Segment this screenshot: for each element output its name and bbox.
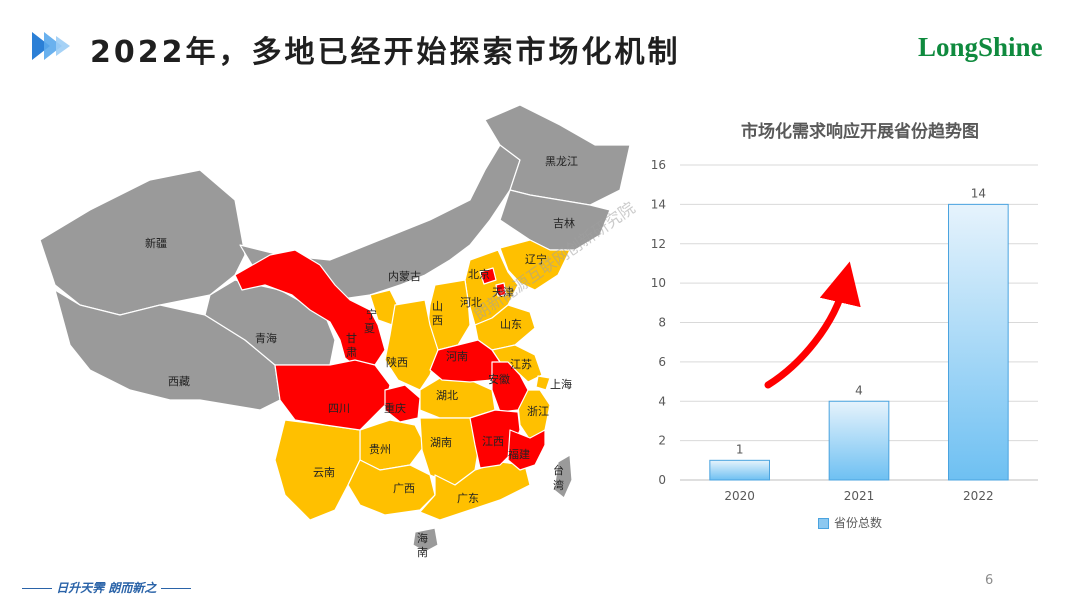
region-anhui (491, 361, 529, 413)
label-hebei: 河北 (460, 296, 482, 309)
label-jilin: 吉林 (553, 216, 575, 230)
y-tick-label-4: 8 (658, 316, 666, 330)
y-tick-label-0: 0 (658, 473, 666, 487)
y-tick-label-6: 12 (651, 237, 666, 251)
x-tick-label-2021: 2021 (844, 489, 875, 503)
x-axis: 2020 2021 2022 (724, 489, 993, 503)
footer-slogan: 日升天霁 朗而新之 (22, 579, 191, 596)
bar-2022 (948, 203, 1009, 481)
label-henan: 河南 (446, 350, 468, 363)
region-taiwan (553, 454, 573, 499)
label-anhui: 安徽 (488, 372, 510, 386)
region-shaanxi (384, 299, 439, 391)
play-arrows-icon (32, 32, 70, 60)
legend-label: 省份总数 (834, 516, 883, 530)
x-tick-label-2022: 2022 (963, 489, 994, 503)
trend-arrow (764, 261, 861, 389)
legend-swatch (818, 518, 829, 529)
longshine-logo: LongShine (918, 32, 1043, 62)
label-jiangsu: 江苏 (510, 358, 532, 371)
region-guangdong (419, 461, 531, 521)
label-taiwan-1: 台 (553, 463, 564, 477)
label-yunnan: 云南 (313, 466, 335, 479)
label-shanghai: 上海 (550, 377, 572, 391)
y-tick-label-3: 6 (658, 355, 666, 369)
x-tick-label-2020: 2020 (724, 489, 755, 503)
label-guangdong: 广东 (457, 492, 479, 505)
label-shaanxi: 陕西 (386, 355, 408, 369)
region-tianjin (495, 282, 507, 297)
label-zhejiang: 浙江 (527, 405, 549, 418)
label-chongqing: 重庆 (384, 401, 406, 415)
label-ningxia-2: 夏 (364, 322, 375, 335)
data-label-2021: 4 (855, 383, 863, 397)
region-fujian (507, 429, 546, 471)
page-title: 2022年，多地已经开始探索市场化机制 (90, 35, 681, 70)
label-shandong: 山东 (500, 318, 522, 331)
label-tianjin: 天津 (492, 286, 514, 299)
bars (709, 203, 1009, 481)
label-guizhou: 贵州 (369, 443, 391, 456)
label-taiwan-2: 湾 (553, 478, 564, 492)
label-gansu-1: 甘 (346, 332, 357, 345)
region-jilin (499, 189, 611, 251)
label-gansu-2: 肃 (346, 346, 357, 359)
label-fujian: 福建 (508, 447, 530, 461)
y-axis: 0 2 4 6 8 10 12 14 16 (651, 158, 666, 487)
label-liaoning: 辽宁 (525, 252, 547, 266)
label-hunan: 湖南 (430, 436, 452, 449)
region-hainan (412, 527, 439, 553)
chart-title: 市场化需求响应开展省份趋势图 (741, 122, 979, 142)
region-sichuan (274, 359, 391, 431)
label-sichuan: 四川 (328, 402, 350, 415)
y-tick-label-1: 2 (658, 434, 666, 448)
label-beijing: 北京 (468, 267, 490, 281)
label-hainan-2: 南 (417, 546, 428, 559)
label-guangxi: 广西 (393, 482, 415, 495)
region-guangxi (347, 459, 436, 516)
label-qinghai: 青海 (255, 331, 277, 345)
label-neimenggu: 内蒙古 (388, 269, 421, 283)
bar-2021 (828, 400, 890, 481)
label-hubei: 湖北 (436, 389, 458, 402)
y-tick-label-2: 4 (658, 394, 666, 408)
region-xizang (54, 289, 281, 411)
bar-2020 (709, 459, 771, 481)
y-tick-label-5: 10 (651, 276, 666, 290)
label-heilongjiang: 黑龙江 (545, 155, 578, 168)
region-beijing (479, 267, 497, 285)
region-shanghai (535, 375, 551, 391)
data-label-2022: 14 (971, 186, 986, 200)
label-xizang: 西藏 (168, 375, 190, 388)
map-labels: 新疆 西藏 青海 内蒙古 黑龙江 吉林 辽宁 北京 天津 河北 山 西 山东 宁… (145, 155, 578, 559)
china-map: 新疆 西藏 青海 内蒙古 黑龙江 吉林 辽宁 北京 天津 河北 山 西 山东 宁… (39, 104, 631, 559)
y-tick-label-7: 14 (651, 197, 666, 211)
region-liaoning (499, 239, 571, 291)
footer-slogan-text: 日升天霁 朗而新之 (56, 581, 157, 595)
label-hainan-1: 海 (417, 531, 428, 545)
label-ningxia-1: 宁 (366, 307, 377, 321)
label-shanxi-2: 西 (432, 314, 443, 327)
label-xinjiang: 新疆 (145, 236, 167, 250)
y-tick-label-8: 16 (651, 158, 666, 172)
region-chongqing (384, 384, 421, 423)
label-jiangxi: 江西 (482, 435, 504, 448)
label-shanxi-1: 山 (432, 300, 443, 313)
page-number: 6 (985, 573, 994, 588)
chart-legend: 省份总数 (818, 514, 882, 531)
data-label-2020: 1 (736, 442, 744, 456)
